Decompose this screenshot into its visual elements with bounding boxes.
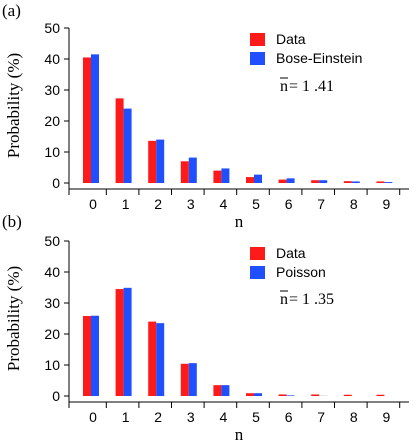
panel-b-bar-data	[115, 289, 124, 396]
panel-a-y-tick-label: 10	[44, 144, 60, 160]
panel-b-bar-data	[343, 394, 352, 396]
panel-b-label: (b)	[2, 212, 22, 231]
panel-b-bar-model	[156, 323, 165, 396]
panel-a-bar-data	[278, 179, 287, 183]
panel-a-bar-model	[384, 182, 393, 183]
panel-a-bar-model	[286, 178, 295, 183]
panel-b-x-tick-label: 3	[187, 409, 195, 425]
panel-b-legend-label: Data	[276, 245, 306, 261]
panel-a-x-tick-label: 5	[252, 196, 260, 212]
panel-a-x-tick-label: 8	[350, 196, 358, 212]
panel-b-x-tick-label: 9	[383, 409, 391, 425]
panel-b-y-tick-label: 30	[44, 295, 60, 311]
panel-b-bar-data	[83, 316, 91, 396]
panel-a-legend-label: Bose-Einstein	[276, 50, 362, 66]
panel-a-bar-data	[83, 57, 91, 184]
panel-a-bar-model	[319, 180, 328, 183]
panel-b-x-axis-label: n	[235, 425, 244, 444]
panel-b-bar-model	[123, 287, 132, 396]
panel-b-legend-swatch	[250, 266, 265, 279]
panel-a-bar-data	[376, 181, 385, 183]
panel-a-x-tick-label: 7	[317, 196, 325, 212]
panel-a-legend-label: Data	[276, 31, 306, 47]
panel-a-annotation-text: = 1 .41	[289, 78, 334, 95]
panel-a-y-tick-label: 20	[44, 113, 60, 129]
panel-b-annotation-text: = 1 .35	[289, 291, 334, 308]
panel-a-bar-model	[123, 108, 132, 183]
panel-b-bar-model	[91, 315, 99, 396]
panel-a-bar-data	[180, 161, 189, 183]
panel-a-annotation-symbol: n	[280, 78, 288, 95]
panel-b-y-tick-label: 0	[52, 388, 60, 404]
panel-a-bar-data	[213, 170, 222, 183]
panel-b-bar-model	[188, 363, 197, 396]
panel-b-bar-data	[376, 394, 385, 396]
panel-a-bar-model	[351, 181, 360, 183]
panel-a-x-tick-label: 4	[220, 196, 228, 212]
panel-a-y-tick-label: 30	[44, 82, 60, 98]
panel-a-y-axis-label: Probability (%)	[4, 53, 23, 158]
panel-a-bar-data	[343, 181, 352, 183]
panel-b-x-tick-label: 0	[89, 409, 97, 425]
panel-a-y-tick-label: 50	[44, 20, 60, 36]
panel-b-y-axis-label: Probability (%)	[4, 266, 23, 371]
panel-a-x-tick-label: 9	[383, 196, 391, 212]
panel-b-y-tick-label: 50	[44, 233, 60, 249]
panel-b-bar-model	[286, 395, 295, 396]
panel-b-annotation-symbol: n	[280, 291, 288, 308]
panel-a-bar-data	[246, 177, 254, 183]
panel-b-legend-label: Poisson	[276, 264, 326, 280]
panel-a-label: (a)	[2, 1, 21, 20]
panel-a-bar-model	[156, 139, 165, 183]
panel-b-y-tick-label: 40	[44, 264, 60, 280]
panel-b-y-tick-label: 20	[44, 326, 60, 342]
panel-b-bar-data	[180, 363, 189, 396]
panel-a-x-tick-label: 1	[122, 196, 130, 212]
panel-a-x-axis-label: n	[235, 212, 244, 231]
panel-b-x-tick-label: 7	[317, 409, 325, 425]
panel-a-x-tick-label: 3	[187, 196, 195, 212]
panel-a-legend-swatch	[250, 33, 265, 46]
panel-a-bar-model	[91, 54, 99, 183]
panel-a-bar-data	[115, 98, 124, 183]
panel-a-y-tick-label: 40	[44, 51, 60, 67]
panel-b-bar-model	[221, 385, 230, 396]
panel-b-x-tick-label: 5	[252, 409, 260, 425]
panel-a-bar-model	[221, 168, 230, 183]
panel-a-x-tick-label: 2	[154, 196, 162, 212]
panel-a-bar-data	[148, 140, 157, 183]
panel-a-bar-data	[311, 180, 320, 183]
panel-a-legend-swatch	[250, 52, 265, 65]
panel-a-y-tick-label: 0	[52, 175, 60, 191]
panel-b-bar-data	[213, 385, 222, 396]
panel-b-bar-data	[311, 394, 320, 396]
panel-a-x-tick-label: 6	[285, 196, 293, 212]
panel-b-x-tick-label: 1	[122, 409, 130, 425]
panel-a-bar-model	[188, 157, 197, 183]
panel-b-bar-data	[278, 394, 287, 396]
panel-b-y-tick-label: 10	[44, 357, 60, 373]
panel-b-x-tick-label: 8	[350, 409, 358, 425]
panel-b-legend-swatch	[250, 247, 265, 260]
panel-b-x-tick-label: 6	[285, 409, 293, 425]
panel-a-bar-model	[254, 174, 262, 183]
panel-a-x-tick-label: 0	[89, 196, 97, 212]
panel-b-x-tick-label: 4	[220, 409, 228, 425]
panel-b-x-tick-label: 2	[154, 409, 162, 425]
panel-b-bar-data	[148, 321, 157, 396]
panel-b-bar-data	[246, 393, 254, 396]
panel-b-bar-model	[254, 393, 262, 396]
